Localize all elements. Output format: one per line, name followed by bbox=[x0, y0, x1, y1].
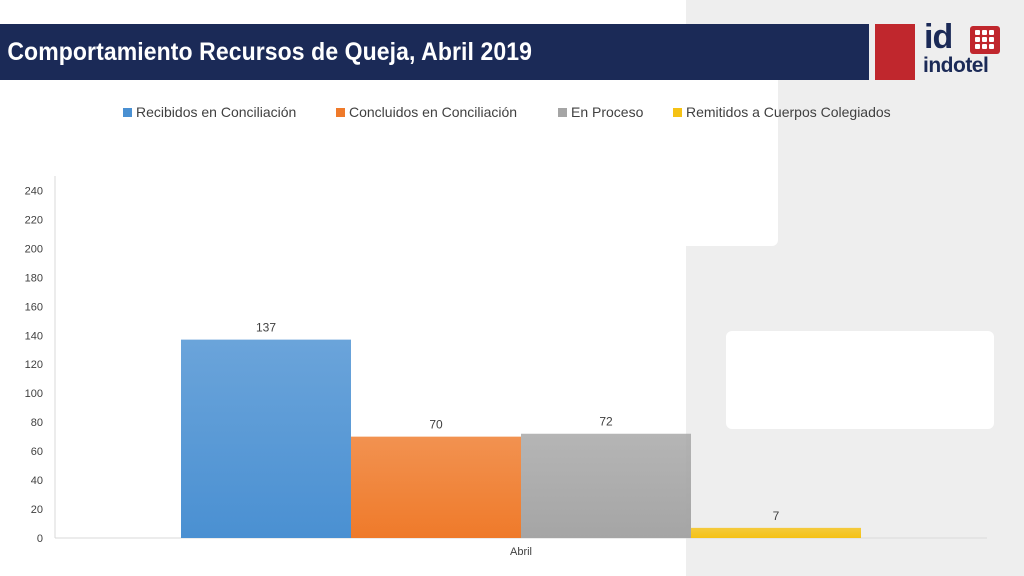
chart-legend: Recibidos en Conciliación Concluidos en … bbox=[0, 104, 1024, 126]
data-label: 137 bbox=[256, 321, 276, 335]
legend-swatch bbox=[123, 107, 132, 117]
legend-label: Remitidos a Cuerpos Colegiados bbox=[686, 104, 891, 120]
y-tick-label: 120 bbox=[25, 359, 43, 371]
y-tick-label: 140 bbox=[25, 330, 43, 342]
y-tick-label: 180 bbox=[25, 272, 43, 284]
y-tick-label: 80 bbox=[31, 417, 43, 429]
legend-item-en-proceso: En Proceso bbox=[558, 104, 643, 120]
legend-label: Recibidos en Conciliación bbox=[136, 104, 297, 120]
title-bar: Comportamiento Recursos de Queja, Abril … bbox=[0, 24, 869, 80]
legend-swatch bbox=[558, 107, 567, 117]
data-label: 70 bbox=[429, 418, 443, 432]
bar-0 bbox=[181, 339, 351, 538]
slide-title: Comportamiento Recursos de Queja, Abril … bbox=[7, 37, 533, 66]
data-label: 72 bbox=[599, 415, 613, 429]
indotel-logo: id indotel bbox=[922, 18, 1004, 84]
y-tick-label: 160 bbox=[25, 301, 43, 313]
bar-2 bbox=[521, 433, 691, 538]
legend-swatch bbox=[336, 107, 345, 117]
y-tick-label: 20 bbox=[31, 504, 43, 516]
logo-mark: id bbox=[924, 18, 953, 56]
bar-1 bbox=[351, 436, 521, 538]
data-label: 7 bbox=[773, 509, 780, 523]
logo-red-block bbox=[875, 24, 915, 80]
y-tick-label: 60 bbox=[31, 446, 43, 458]
legend-label: Concluidos en Conciliación bbox=[349, 104, 518, 120]
bar-3 bbox=[691, 527, 861, 538]
legend-swatch bbox=[673, 107, 682, 117]
background-white-block bbox=[686, 80, 778, 246]
legend-item-remitidos: Remitidos a Cuerpos Colegiados bbox=[673, 104, 891, 120]
y-tick-label: 200 bbox=[25, 243, 43, 255]
y-tick-label: 220 bbox=[25, 214, 43, 226]
y-tick-label: 100 bbox=[25, 388, 43, 400]
legend-item-concluidos: Concluidos en Conciliación bbox=[336, 104, 517, 120]
background-white-box bbox=[726, 331, 994, 429]
y-tick-label: 0 bbox=[37, 533, 43, 545]
legend-label: En Proceso bbox=[571, 104, 644, 120]
y-tick-label: 40 bbox=[31, 475, 43, 487]
logo-dots-icon bbox=[970, 26, 1000, 54]
y-tick-label: 240 bbox=[25, 185, 43, 197]
legend-item-recibidos: Recibidos en Conciliación bbox=[123, 104, 296, 120]
logo-name: indotel bbox=[923, 54, 989, 77]
x-tick-label: Abril bbox=[510, 546, 532, 558]
